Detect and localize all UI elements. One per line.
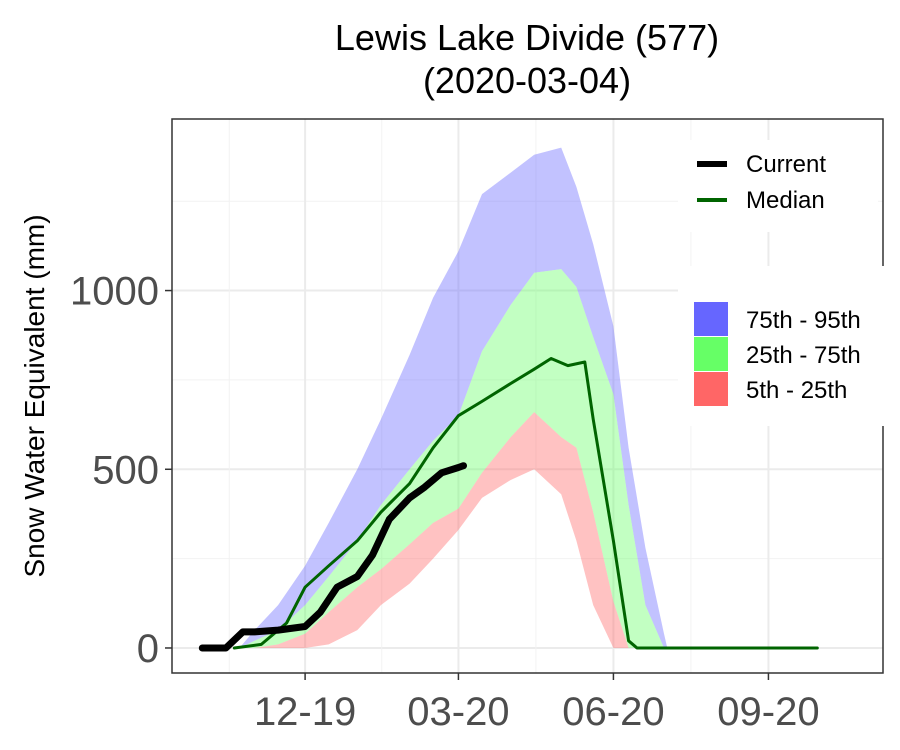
x-tick-label: 06-20 xyxy=(562,690,664,734)
chart-title: Lewis Lake Divide (577) xyxy=(335,17,719,58)
chart-subtitle: (2020-03-04) xyxy=(423,60,631,101)
x-axis: 12-19 03-20 06-20 09-20 xyxy=(254,673,820,734)
median-line xyxy=(232,357,819,650)
legend-label-band_5_25: 5th - 25th xyxy=(746,377,847,404)
band-75-95 xyxy=(239,147,668,648)
y-axis: 0 500 1000 xyxy=(70,270,172,671)
legend-label-current: Current xyxy=(746,151,826,178)
legend-label-band_75_95: 75th - 95th xyxy=(746,307,861,334)
current-line xyxy=(198,462,467,652)
legend-swatch-band_25_75 xyxy=(694,337,728,371)
legend-swatch-band_75_95 xyxy=(694,302,728,336)
legend-lines: Current Median xyxy=(678,140,878,232)
y-axis-label: Snow Water Equivalent (mm) xyxy=(19,214,50,577)
y-tick-label: 500 xyxy=(92,448,159,492)
legend-swatch-band_5_25 xyxy=(694,372,728,406)
band-5-25 xyxy=(239,412,668,648)
legend-bands: 75th - 95th 25th - 75th 5th - 25th xyxy=(678,266,890,426)
percentile-bands xyxy=(239,147,668,648)
legend-lines-background xyxy=(678,140,878,232)
x-tick-label: 03-20 xyxy=(407,690,509,734)
legend-label-median: Median xyxy=(746,187,825,214)
x-tick-label: 12-19 xyxy=(254,690,356,734)
y-tick-label: 1000 xyxy=(70,270,159,314)
legend-label-band_25_75: 25th - 75th xyxy=(746,342,861,369)
x-tick-label: 09-20 xyxy=(717,690,819,734)
y-tick-label: 0 xyxy=(137,627,159,671)
series-lines xyxy=(198,357,819,652)
